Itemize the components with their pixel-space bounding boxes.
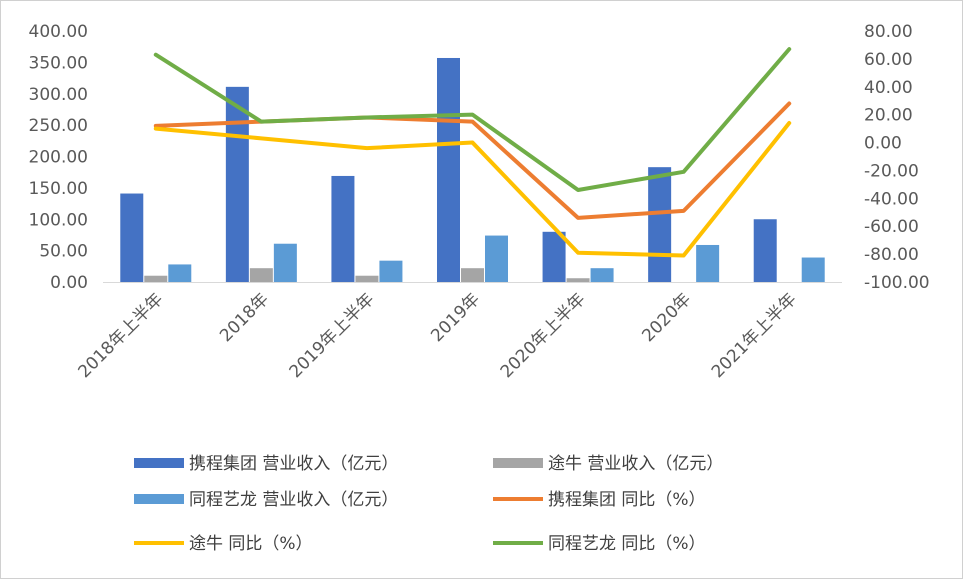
left-tick-label: 0.00 bbox=[50, 273, 88, 293]
right-axis: 80.00 60.00 40.00 20.00 0.00 -20.00 -40.00 -60.… bbox=[864, 22, 930, 293]
bar-series-2 bbox=[355, 275, 379, 282]
legend-label: 途牛 同比（%） bbox=[189, 534, 313, 554]
bar-series-1 bbox=[331, 175, 355, 282]
left-tick-label: 200.00 bbox=[29, 148, 88, 168]
bar-series-3 bbox=[379, 260, 403, 282]
right-tick-label: -100.00 bbox=[864, 273, 930, 293]
legend-label: 携程集团 同比（%） bbox=[548, 490, 706, 510]
bar-series-2 bbox=[249, 268, 273, 282]
category-label: 2020年上半年 bbox=[497, 289, 590, 382]
bar-series-2 bbox=[566, 278, 590, 282]
left-axis: 400.00 350.00 300.00 250.00 200.00 150.00 100.… bbox=[29, 22, 88, 293]
right-tick-label: 0.00 bbox=[864, 134, 902, 154]
legend: 携程集团 营业收入（亿元） 途牛 营业收入（亿元） 同程艺龙 营业收入（亿元） 携程集… bbox=[134, 454, 723, 554]
legend-swatch bbox=[493, 458, 543, 468]
legend-label: 同程艺龙 营业收入（亿元） bbox=[189, 490, 398, 510]
left-tick-label: 400.00 bbox=[29, 22, 88, 42]
left-tick-label: 250.00 bbox=[29, 116, 88, 136]
bar-series-1 bbox=[542, 231, 566, 282]
right-tick-label: 40.00 bbox=[864, 78, 913, 98]
category-label: 2019年 bbox=[427, 289, 484, 346]
lines bbox=[153, 47, 792, 258]
legend-swatch bbox=[134, 494, 184, 504]
line-series-2 bbox=[153, 121, 792, 258]
category-label: 2018年 bbox=[216, 289, 273, 346]
right-tick-label: -80.00 bbox=[864, 245, 919, 265]
legend-swatch bbox=[134, 458, 184, 468]
bars bbox=[120, 57, 825, 282]
bar-series-2 bbox=[461, 268, 484, 282]
legend-label: 同程艺龙 同比（%） bbox=[548, 534, 706, 554]
category-label: 2020年 bbox=[638, 289, 695, 346]
left-tick-label: 350.00 bbox=[29, 53, 88, 73]
right-tick-label: -20.00 bbox=[864, 161, 919, 181]
bar-series-1 bbox=[225, 86, 249, 282]
legend-label: 携程集团 营业收入（亿元） bbox=[189, 454, 398, 474]
line-series-3 bbox=[153, 47, 792, 192]
bar-series-3 bbox=[590, 268, 614, 282]
bar-series-3 bbox=[168, 264, 192, 282]
right-tick-label: -40.00 bbox=[864, 189, 919, 209]
bar-series-3 bbox=[696, 244, 720, 282]
left-tick-label: 50.00 bbox=[39, 242, 88, 262]
right-tick-label: 80.00 bbox=[864, 22, 913, 42]
bar-series-1 bbox=[753, 219, 777, 282]
category-label: 2018年上半年 bbox=[75, 289, 168, 382]
bar-series-3 bbox=[801, 257, 825, 282]
category-label: 2019年上半年 bbox=[286, 289, 379, 382]
bar-series-2 bbox=[144, 275, 168, 282]
right-tick-label: 60.00 bbox=[864, 50, 913, 70]
bar-series-1 bbox=[120, 193, 144, 282]
left-tick-label: 100.00 bbox=[29, 210, 88, 230]
category-label: 2021年上半年 bbox=[708, 289, 801, 382]
right-tick-label: 20.00 bbox=[864, 106, 913, 126]
bar-series-1 bbox=[437, 57, 460, 282]
legend-label: 途牛 营业收入（亿元） bbox=[548, 454, 723, 474]
right-tick-label: -60.00 bbox=[864, 217, 919, 237]
bar-series-3 bbox=[273, 243, 297, 282]
bar-series-1 bbox=[648, 167, 672, 282]
left-tick-label: 300.00 bbox=[29, 85, 88, 105]
left-tick-label: 150.00 bbox=[29, 179, 88, 199]
category-labels: 2018年上半年 2018年 2019年上半年 2019年 2020年上半年 2020年 2… bbox=[75, 289, 801, 382]
bar-series-3 bbox=[485, 235, 508, 282]
